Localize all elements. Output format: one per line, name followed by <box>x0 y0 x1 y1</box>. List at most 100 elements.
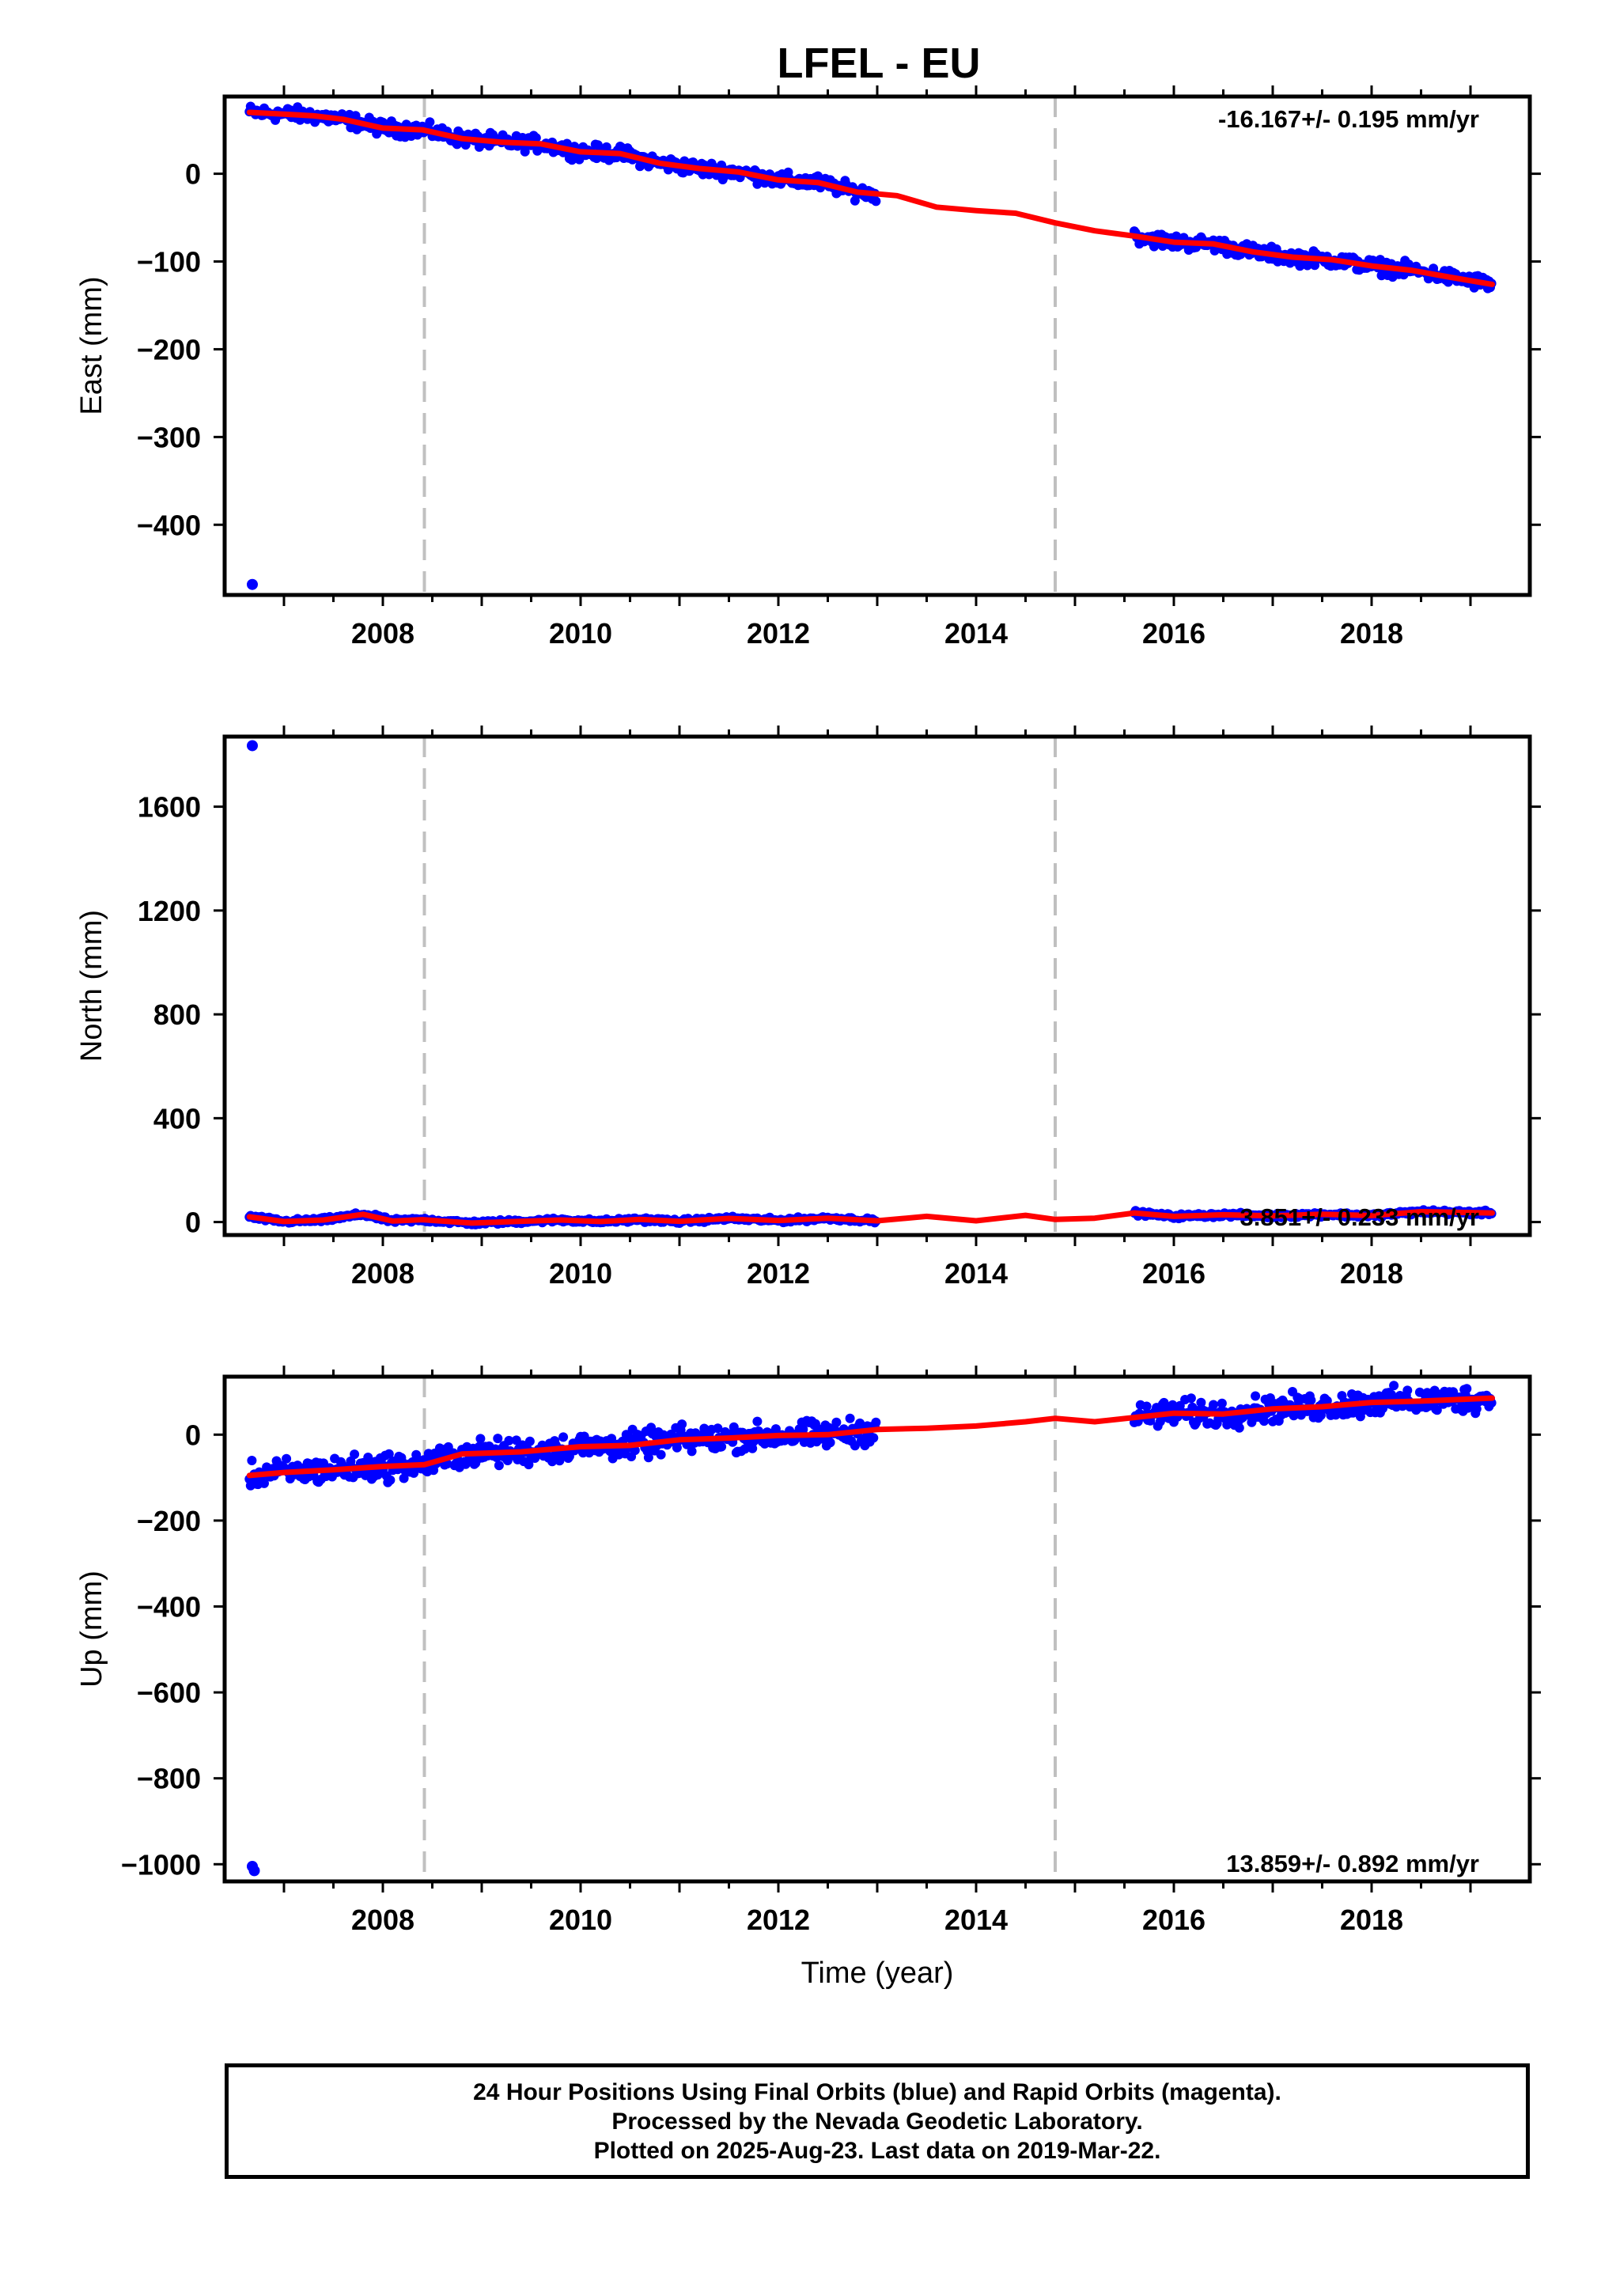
plot-frame <box>222 1374 1532 1884</box>
data-point <box>831 1417 842 1427</box>
x-tick-label: 2018 <box>1340 617 1403 650</box>
data-point <box>1141 1401 1152 1411</box>
plot-frame <box>222 94 1532 597</box>
footer-line-2: Processed by the Nevada Geodetic Laborat… <box>611 2108 1143 2135</box>
position-points <box>244 1381 1497 1491</box>
data-point <box>845 1413 855 1423</box>
y-tick-label: 1200 <box>138 895 201 927</box>
panel-2: 2008 2010 2012 2014 2016 2018 0 400 800 1200 1600 N… <box>75 726 1541 1290</box>
data-point <box>1322 1396 1332 1406</box>
y-tick-label: −300 <box>137 421 201 453</box>
data-point <box>1378 1404 1388 1414</box>
data-point <box>1196 1397 1206 1408</box>
data-point <box>247 1456 257 1465</box>
y-tick-label: −100 <box>137 246 201 278</box>
data-point <box>399 1473 409 1483</box>
x-tick-label: 2008 <box>351 617 414 650</box>
y-axis-label: North (mm) <box>75 910 108 1062</box>
y-tick-label: −1000 <box>121 1848 201 1881</box>
plot-frame <box>222 734 1532 1237</box>
data-point <box>1217 1398 1227 1408</box>
data-point <box>869 1433 879 1443</box>
y-axis-label: East (mm) <box>75 276 108 415</box>
x-tick-label: 2014 <box>944 1257 1008 1290</box>
data-point <box>384 1449 394 1459</box>
y-tick-label: −400 <box>137 509 201 541</box>
data-point <box>363 1453 373 1462</box>
x-tick-label: 2012 <box>747 617 810 650</box>
data-point <box>677 1419 687 1430</box>
y-tick-label: 400 <box>153 1102 201 1135</box>
y-tick-label: −200 <box>137 1505 201 1537</box>
x-tick-label: 2012 <box>747 1904 810 1936</box>
outlier-point <box>248 1865 260 1877</box>
footer-line-1: 24 Hour Positions Using Final Orbits (bl… <box>473 2078 1281 2105</box>
model-fit-line <box>246 1209 1495 1226</box>
data-point <box>601 142 611 152</box>
data-point <box>282 1453 292 1464</box>
y-tick-label: −600 <box>137 1677 201 1709</box>
x-tick-label: 2008 <box>351 1904 414 1936</box>
x-tick-label: 2010 <box>549 1904 612 1936</box>
data-point <box>1389 1381 1399 1391</box>
data-point <box>871 1417 881 1427</box>
velocity-label: -16.167+/- 0.195 mm/yr <box>1218 105 1479 133</box>
y-tick-label: 1600 <box>138 791 201 824</box>
x-tick-label: 2010 <box>549 1257 612 1290</box>
data-point <box>1259 1416 1270 1426</box>
data-point <box>1251 1391 1261 1401</box>
y-tick-label: −200 <box>137 333 201 366</box>
x-tick-label: 2008 <box>351 1257 414 1290</box>
chart-title: LFEL - EU <box>777 40 980 87</box>
data-point <box>713 1423 723 1434</box>
data-point <box>385 1475 396 1485</box>
data-point <box>630 1445 640 1456</box>
data-point <box>717 1442 727 1452</box>
y-tick-label: 0 <box>185 1419 201 1451</box>
y-axis-label: Up (mm) <box>75 1570 108 1688</box>
panel-1: 2008 2010 2012 2014 2016 2018 0 −100 −200 −300 −40… <box>75 85 1541 650</box>
x-tick-label: 2016 <box>1142 1257 1205 1290</box>
x-axis-label: Time (year) <box>801 1957 954 1990</box>
data-point <box>1432 1405 1442 1415</box>
data-point <box>425 117 435 127</box>
data-point <box>1462 1384 1472 1394</box>
x-tick-label: 2014 <box>944 1904 1008 1936</box>
data-point <box>825 1438 835 1448</box>
data-point <box>531 133 541 143</box>
data-point <box>607 1434 617 1444</box>
model-fit-line <box>246 1395 1495 1479</box>
velocity-label: 13.859+/- 0.892 mm/yr <box>1226 1850 1479 1877</box>
velocity-label: 3.851+/- 0.233 mm/yr <box>1240 1203 1479 1231</box>
data-point <box>1234 1423 1244 1433</box>
data-point <box>752 1416 763 1426</box>
y-tick-label: −800 <box>137 1763 201 1795</box>
data-point <box>871 196 881 206</box>
y-tick-label: 0 <box>185 158 201 191</box>
data-point <box>643 1453 653 1463</box>
y-tick-label: −400 <box>137 1590 201 1623</box>
panel-3: 2008 2010 2012 2014 2016 2018 0 −200 −400 −600 −80… <box>75 1366 1541 1990</box>
data-point <box>504 1435 514 1445</box>
model-fit-line <box>246 109 1495 287</box>
footer-line-3: Plotted on 2025-Aug-23. Last data on 201… <box>593 2137 1161 2164</box>
data-point <box>494 1461 504 1471</box>
data-point <box>1186 1393 1196 1404</box>
x-tick-label: 2014 <box>944 617 1008 650</box>
x-tick-label: 2016 <box>1142 617 1205 650</box>
y-tick-label: 0 <box>185 1207 201 1239</box>
x-tick-label: 2018 <box>1340 1904 1403 1936</box>
data-point <box>687 1446 697 1457</box>
data-point <box>493 1434 503 1444</box>
outlier-point <box>247 740 258 752</box>
outlier-point <box>247 578 258 590</box>
data-point <box>259 1478 269 1488</box>
x-tick-label: 2016 <box>1142 1904 1205 1936</box>
x-tick-label: 2012 <box>747 1257 810 1290</box>
data-point <box>656 1449 666 1460</box>
data-point <box>1402 1385 1413 1396</box>
data-point <box>350 1449 360 1460</box>
data-point <box>1471 1404 1482 1414</box>
data-point <box>1310 260 1320 271</box>
